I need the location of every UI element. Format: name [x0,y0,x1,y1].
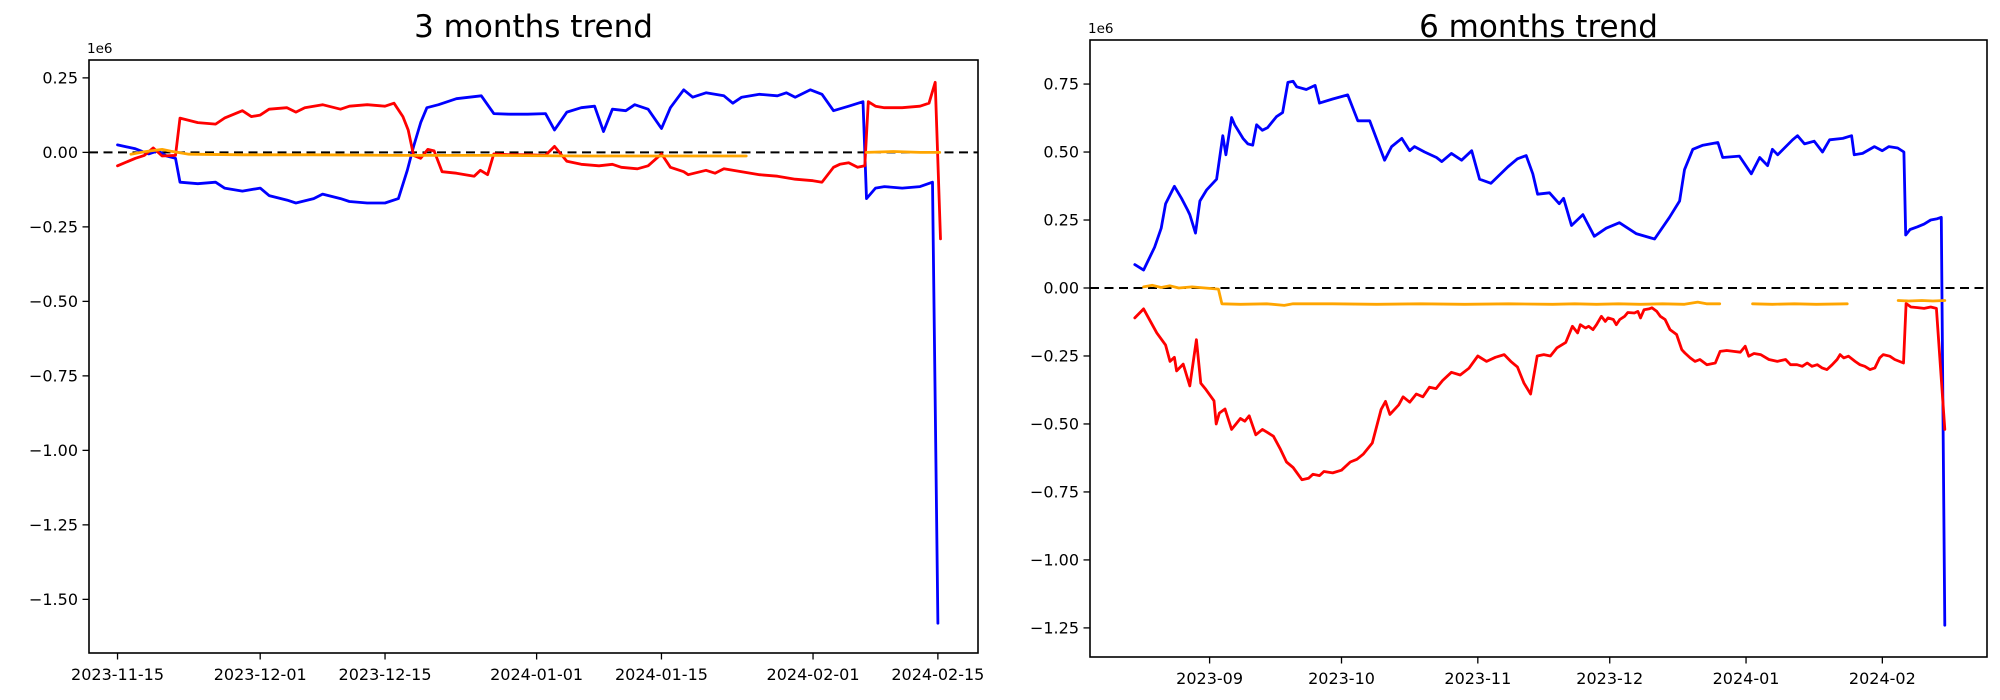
y-tick-label: 0.00 [1043,278,1079,297]
y-tick-label: 0.00 [42,143,78,162]
y-tick-label: 0.25 [42,68,78,87]
series-line-orange [1896,299,1947,303]
y-tick-label: −0.25 [29,217,78,236]
x-tick-label: 2024-02 [1849,669,1916,688]
x-tick-label: 2024-02-01 [767,665,860,684]
plot-frame [1089,39,1988,658]
y-tick-label: −1.00 [29,441,78,460]
y-tick-label: 0.25 [1043,211,1079,230]
chart-title-3-months: 3 months trend [414,9,653,45]
x-tick-label: 2023-11-15 [71,665,164,684]
y-tick-label: −0.50 [29,292,78,311]
y-tick-label: −0.25 [1030,346,1079,365]
series-line-blue [116,88,940,625]
x-tick-label: 2024-01 [1713,669,1780,688]
y-tick-label: −1.25 [1030,618,1079,637]
y-axis-offset-label: 1e6 [1088,21,1113,37]
series-line-orange [1751,302,1849,306]
x-tick-label: 2023-11 [1444,669,1511,688]
y-tick-label: 0.50 [1043,143,1079,162]
y-tick-label: −1.50 [29,590,78,609]
series-line-orange [1142,283,1722,307]
series-line-red [116,80,942,241]
x-tick-label: 2023-12 [1576,669,1643,688]
y-axis-offset-label: 1e6 [87,41,112,57]
y-tick-label: −0.75 [29,366,78,385]
x-tick-label: 2023-10 [1308,669,1375,688]
chart-title-6-months: 6 months trend [1419,9,1658,45]
series-line-red [1133,302,1947,482]
x-tick-label: 2024-02-15 [891,665,984,684]
plot-frame [88,59,979,654]
x-tick-label: 2023-09 [1176,669,1243,688]
y-tick-label: 0.75 [1043,75,1079,94]
series-line-blue [1133,79,1947,627]
y-tick-label: −0.75 [1030,482,1079,501]
y-tick-label: −1.25 [29,515,78,534]
series-line-orange [129,147,748,158]
x-tick-label: 2023-12-15 [339,665,432,684]
y-tick-label: −0.50 [1030,414,1079,433]
series-line-orange [865,150,942,154]
x-tick-label: 2024-01-01 [490,665,583,684]
x-tick-label: 2024-01-15 [615,665,708,684]
y-tick-label: −1.00 [1030,550,1079,569]
x-tick-label: 2023-12-01 [214,665,307,684]
